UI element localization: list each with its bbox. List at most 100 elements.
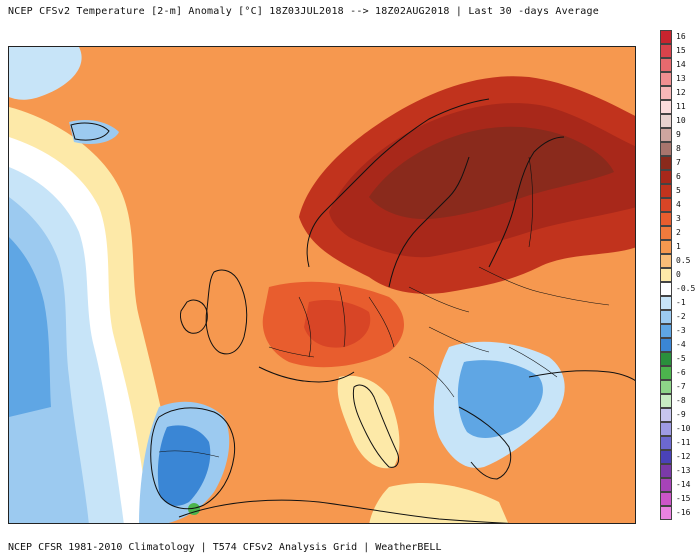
germany-hot-area	[304, 300, 371, 348]
color-scale-swatch	[660, 184, 672, 198]
color-scale-label: 1	[676, 242, 681, 251]
sweden-coastline	[388, 156, 470, 288]
color-scale-swatch	[660, 310, 672, 324]
color-scale-swatch	[660, 44, 672, 58]
color-scale-swatch	[660, 254, 672, 268]
color-scale-swatch	[660, 436, 672, 450]
color-scale-legend: 16 15 14 13 12 11 10 9 8 7 6 5 4 3 2 1 0.5 0 -0.5 -1 -2 -3 -4 -…	[660, 30, 698, 528]
iceland-outline	[70, 122, 110, 141]
color-scale-label: 13	[676, 74, 686, 83]
color-scale-label: -8	[676, 396, 686, 405]
ireland-coastline	[180, 299, 208, 334]
color-scale-label: -1	[676, 298, 686, 307]
map-canvas	[9, 47, 635, 523]
footer-credit: NCEP CFSR 1981-2010 Climatology | T574 C…	[8, 542, 442, 553]
color-scale-swatch	[660, 478, 672, 492]
color-scale-label: 9	[676, 130, 681, 139]
mediterranean-neutral-area	[369, 482, 509, 523]
italy-coastline	[352, 384, 400, 468]
border-line	[408, 286, 470, 313]
color-scale-label: 6	[676, 172, 681, 181]
color-scale-swatch	[660, 212, 672, 226]
color-scale-swatch	[660, 30, 672, 44]
norway-coastline	[306, 98, 490, 268]
color-scale-swatch	[660, 198, 672, 212]
italy-neutral-area	[337, 375, 400, 469]
color-scale-label: 4	[676, 200, 681, 209]
color-scale-label: -12	[676, 452, 691, 461]
north-africa-coastline	[178, 499, 512, 523]
color-scale-swatch	[660, 128, 672, 142]
color-scale-label: 5	[676, 186, 681, 195]
color-scale-label: -15	[676, 494, 691, 503]
color-scale-swatch	[660, 422, 672, 436]
color-scale-swatch	[660, 170, 672, 184]
color-scale-label: -0.5	[676, 284, 696, 293]
color-scale-label: -2	[676, 312, 686, 321]
color-scale-swatch	[660, 380, 672, 394]
iberia-coastline	[150, 407, 236, 510]
color-scale-swatch	[660, 226, 672, 240]
color-scale-swatch	[660, 58, 672, 72]
color-scale-swatch	[660, 268, 672, 282]
color-scale-swatch	[660, 156, 672, 170]
color-scale-swatch	[660, 450, 672, 464]
coastlines	[150, 98, 635, 523]
color-scale-label: 2	[676, 228, 681, 237]
greenland-cold-area	[9, 47, 82, 100]
color-scale-swatch	[660, 366, 672, 380]
color-scale-label: -10	[676, 424, 691, 433]
color-scale-swatch	[660, 114, 672, 128]
color-scale-swatch	[660, 86, 672, 100]
border-line	[298, 296, 312, 358]
color-scale-label: -6	[676, 368, 686, 377]
border-line	[368, 296, 395, 348]
chart-title: NCEP CFSv2 Temperature [2-m] Anomaly [°C…	[8, 6, 599, 17]
border-line	[158, 450, 220, 458]
color-scale-swatch	[660, 100, 672, 114]
color-scale-swatch	[660, 506, 672, 520]
color-scale-label: -3	[676, 326, 686, 335]
border-line	[528, 156, 534, 248]
color-scale-label: -16	[676, 508, 691, 517]
color-scale-label: 16	[676, 32, 686, 41]
finland-coastline	[488, 136, 565, 268]
border-line	[428, 326, 490, 353]
iberia-colder-area	[157, 425, 211, 506]
color-scale-label: 12	[676, 88, 686, 97]
color-scale-label: 10	[676, 116, 686, 125]
iberia-coldest-spot	[188, 503, 200, 515]
color-scale-label: -13	[676, 466, 691, 475]
color-scale-swatch	[660, 324, 672, 338]
anomaly-map	[8, 46, 636, 524]
color-scale-label: -14	[676, 480, 691, 489]
color-scale-label: -5	[676, 354, 686, 363]
black-sea-coastline	[528, 370, 635, 382]
scandinavia-peak-area	[369, 126, 614, 220]
color-scale-swatch	[660, 338, 672, 352]
border-line	[268, 346, 315, 358]
color-scale-swatch	[660, 492, 672, 506]
color-scale-label: 11	[676, 102, 686, 111]
color-scale-label: 15	[676, 46, 686, 55]
color-scale-swatch	[660, 72, 672, 86]
color-scale-label: -4	[676, 340, 686, 349]
border-line	[408, 356, 455, 398]
color-scale-label: 0.5	[676, 256, 691, 265]
border-line	[508, 346, 558, 378]
color-scale-swatch	[660, 394, 672, 408]
color-scale-label: 3	[676, 214, 681, 223]
color-scale-swatch	[660, 282, 672, 296]
color-scale-swatch	[660, 296, 672, 310]
color-scale-label: 14	[676, 60, 686, 69]
great-britain-coastline	[205, 269, 248, 355]
color-scale-swatch	[660, 240, 672, 254]
color-scale-label: 0	[676, 270, 681, 279]
color-scale-swatch	[660, 464, 672, 478]
border-line	[478, 266, 610, 306]
color-scale-label: 8	[676, 144, 681, 153]
greece-coastline	[458, 406, 512, 480]
border-line	[338, 286, 346, 348]
color-scale-label: -11	[676, 438, 691, 447]
